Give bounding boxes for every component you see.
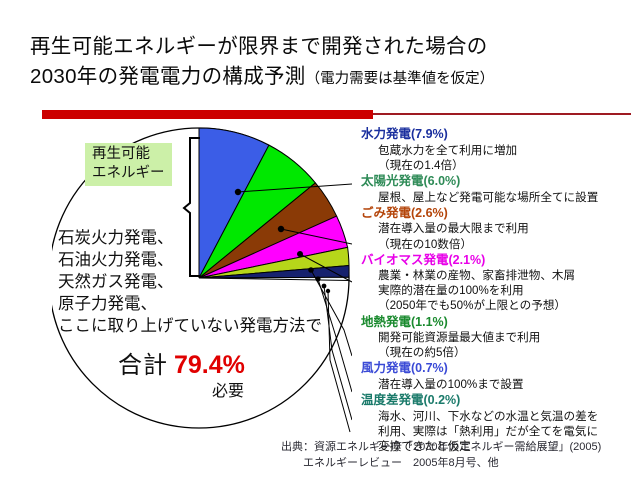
leader-line-temp-diff — [327, 290, 351, 433]
other-source-line-1: 石炭火力発電、 — [58, 229, 174, 247]
legend-item-biomass: バイオマス発電(2.1%) 農業・林業の産物、家畜排泄物、木屑 実際的潜在量の1… — [361, 252, 637, 314]
legend-label-geothermal: 地熱発電(1.1%) — [361, 314, 448, 329]
other-sources-text: 石炭火力発電、 石油火力発電、 天然ガス発電、 原子力発電、 ここに取り上げてい… — [58, 228, 322, 338]
legend-item-waste: ごみ発電(2.6%) 潜在導入量の最大限まで利用 （現在の10数倍） — [361, 205, 637, 252]
legend-label-waste: ごみ発電(2.6%) — [361, 205, 448, 220]
source-line-1: 出典：資源エネルギー庁「2030年のエネルギー需給展望」(2005) — [281, 441, 602, 453]
legend-item-wind: 風力発電(0.7%) 潜在導入量の100%まで設置 — [361, 360, 637, 392]
legend-desc-hydro-1: 包蔵水力を全て利用に増加 — [378, 143, 518, 157]
total-value: 79.4% — [174, 351, 245, 379]
leader-line-waste — [299, 253, 352, 283]
title-underline-thin — [373, 113, 631, 115]
other-source-line-3: 天然ガス発電、 — [58, 272, 174, 291]
legend-label-solar: 太陽光発電(6.0%) — [361, 173, 461, 188]
legend-desc-biomass-3: （2050年でも50%が上限との予想） — [378, 299, 567, 313]
source-citation: 出典：資源エネルギー庁「2030年のエネルギー需給展望」(2005) エネルギー… — [281, 440, 601, 472]
title-underline-thick — [42, 110, 373, 119]
renewable-group-bracket — [182, 137, 200, 277]
renewable-energy-label: 再生可能 エネルギー — [85, 143, 172, 186]
legend-desc-biomass-1: 農業・林業の産物、家畜排泄物、木屑 — [378, 269, 576, 283]
leader-line-biomass — [310, 269, 352, 357]
source-line-2: エネルギーレビュー 2005年8月号、他 — [303, 456, 499, 469]
other-source-line-5: ここに取り上げていない発電方法で — [58, 316, 322, 335]
legend-desc-solar-1: 屋根、屋上など発電可能な場所全てに設置 — [378, 190, 599, 204]
title-line-1: 再生可能エネルギーが限界まで開発された場合の — [30, 35, 488, 58]
leader-line-geothermal — [317, 278, 352, 393]
legend-desc-temp-diff-3: 変換できたと仮定 — [378, 440, 471, 454]
legend-item-geothermal: 地熱発電(1.1%) 開発可能資源量最大値まで利用 （現在の約5倍） — [361, 314, 637, 361]
legend-item-solar: 太陽光発電(6.0%) 屋根、屋上など発電可能な場所全てに設置 — [361, 173, 637, 205]
legend-label-hydro: 水力発電(7.9%) — [361, 127, 448, 141]
pie-chart-svg — [52, 127, 352, 433]
renewable-label-line-1: 再生可能 — [92, 146, 150, 162]
legend-desc-waste-1: 潜在導入量の最大限まで利用 — [378, 222, 529, 236]
pie-leader-lines — [237, 183, 352, 433]
renewable-label-line-2: エネルギー — [92, 164, 165, 181]
legend-label-temp-diff: 温度差発電(0.2%) — [361, 393, 461, 408]
legend-item-hydro: 水力発電(7.9%) 包蔵水力を全て利用に増加 （現在の1.4倍） — [361, 126, 637, 173]
other-source-line-2: 石油火力発電、 — [58, 250, 174, 269]
page-title: 再生可能エネルギーが限界まで開発された場合の 2030年の発電電力の構成予測（電… — [30, 32, 620, 91]
leader-line-solar — [280, 228, 352, 245]
legend-desc-temp-diff-2: 利用、実際は「熱利用」だが全てを電気に — [378, 425, 599, 438]
leader-dot-hydro — [234, 188, 242, 196]
legend-desc-geothermal-2: （現在の約5倍） — [378, 346, 466, 360]
legend-desc-biomass-2: 実際的潜在量の100%を利用 — [378, 284, 524, 298]
total-line: 合計 79.4% — [118, 345, 245, 380]
legend-desc-waste-2: （現在の10数倍） — [378, 237, 473, 251]
other-source-line-4: 原子力発電、 — [58, 294, 157, 313]
total-need-label: 必要 — [212, 383, 245, 400]
total-label: 合計 — [118, 352, 168, 379]
title-line-2-sub: （電力需要は基準値を仮定） — [305, 70, 495, 87]
leader-line-hydro — [237, 183, 352, 193]
legend: 水力発電(7.9%) 包蔵水力を全て利用に増加 （現在の1.4倍） 太陽光発電(… — [361, 126, 637, 454]
title-line-2: 2030年の発電電力の構成予測（電力需要は基準値を仮定） — [30, 62, 620, 92]
legend-label-wind: 風力発電(0.7%) — [361, 361, 448, 376]
legend-desc-geothermal-1: 開発可能資源量最大値まで利用 — [378, 331, 541, 345]
legend-label-biomass: バイオマス発電(2.1%) — [361, 252, 486, 267]
legend-desc-wind-1: 潜在導入量の100%まで設置 — [378, 378, 524, 392]
leader-line-wind — [323, 285, 352, 421]
legend-desc-temp-diff-1: 海水、河川、下水などの水温と気温の差を — [378, 409, 599, 423]
legend-item-temp-diff: 温度差発電(0.2%) 海水、河川、下水などの水温と気温の差を 利用、実際は「熱… — [361, 392, 637, 454]
legend-desc-hydro-2: （現在の1.4倍） — [378, 158, 464, 172]
pie-chart: 再生可能 エネルギー — [52, 120, 352, 435]
title-line-2-main: 2030年の発電電力の構成予測 — [30, 64, 306, 88]
